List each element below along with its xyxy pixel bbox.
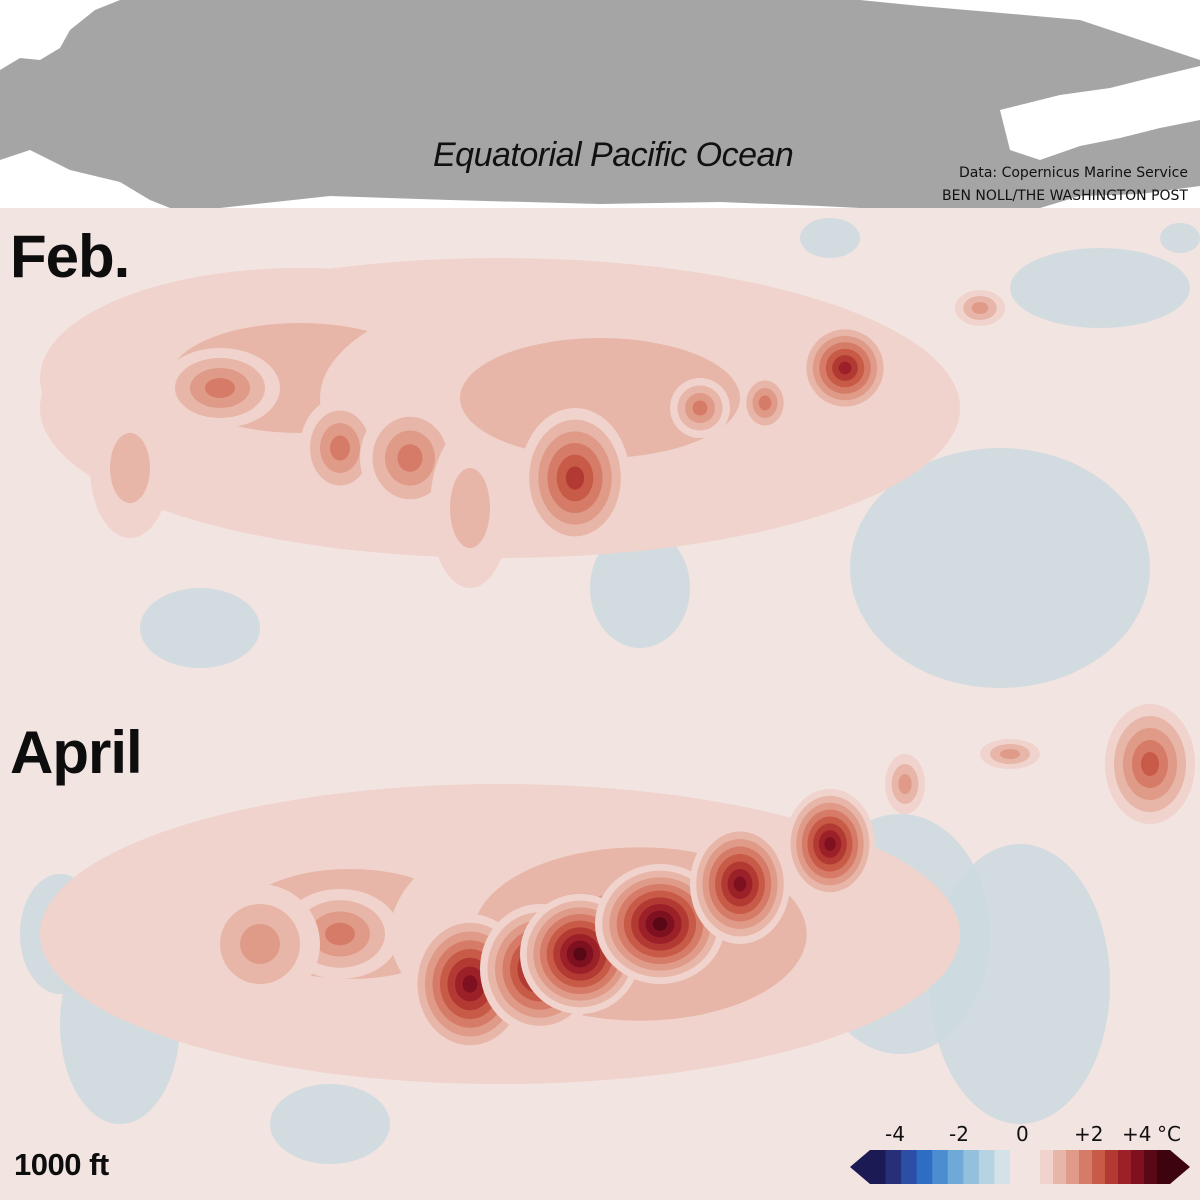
april-warm-contour bbox=[733, 876, 747, 892]
legend-tick-pos4: +4 bbox=[1122, 1122, 1152, 1146]
feb-cool-anomaly-region bbox=[1010, 248, 1190, 328]
legend-swatch-positive bbox=[1079, 1150, 1093, 1184]
feb-cool-anomaly-region bbox=[590, 528, 690, 648]
feb-warm-contour bbox=[971, 302, 989, 314]
april-heatmap-panel bbox=[0, 704, 1200, 1200]
feb-warm-contour bbox=[565, 466, 585, 490]
legend-swatch-negative bbox=[994, 1150, 1011, 1184]
feb-warm-contour bbox=[205, 378, 235, 398]
feb-warm-contour bbox=[758, 395, 772, 411]
legend-tick-neg2: -2 bbox=[949, 1122, 969, 1146]
legend-swatch-negative bbox=[870, 1150, 887, 1184]
legend-swatch-negative bbox=[901, 1150, 918, 1184]
map-sea-southeast bbox=[1040, 186, 1200, 208]
legend-unit: °C bbox=[1157, 1122, 1181, 1146]
feb-warm-contour bbox=[460, 338, 740, 458]
feb-heatmap-panel bbox=[0, 208, 1200, 704]
legend-swatch-positive bbox=[1092, 1150, 1106, 1184]
legend-low-arrow bbox=[850, 1150, 870, 1184]
legend-swatch-negative bbox=[885, 1150, 902, 1184]
legend-swatch-positive bbox=[1053, 1150, 1067, 1184]
legend-swatch-negative bbox=[947, 1150, 964, 1184]
legend-tick-pos2: +2 bbox=[1074, 1122, 1104, 1146]
april-warm-contour bbox=[898, 774, 912, 794]
feb-cool-anomaly-region bbox=[850, 448, 1150, 688]
legend-swatch-negative bbox=[932, 1150, 949, 1184]
map-sea-southwest bbox=[0, 150, 170, 208]
april-cool-anomaly-region bbox=[270, 1084, 390, 1164]
april-warm-contour bbox=[1141, 752, 1159, 776]
map-band bbox=[0, 0, 1200, 208]
feb-warm-contour bbox=[838, 361, 852, 375]
april-warm-contour bbox=[325, 922, 355, 946]
feb-warm-contour bbox=[692, 400, 708, 416]
map-sea-east-coast bbox=[1000, 66, 1200, 160]
legend-swatch-positive bbox=[1157, 1150, 1171, 1184]
feb-panel-label: Feb. bbox=[10, 223, 130, 290]
author-credit: BEN NOLL/THE WASHINGTON POST bbox=[942, 188, 1188, 204]
april-warm-contour bbox=[462, 975, 478, 993]
legend-tick-zero: 0 bbox=[1016, 1122, 1029, 1146]
legend-swatch-positive bbox=[1131, 1150, 1145, 1184]
legend-swatch-positive bbox=[1066, 1150, 1080, 1184]
april-warm-contour bbox=[573, 947, 587, 961]
legend-swatch-negative bbox=[978, 1150, 995, 1184]
feb-cool-anomaly-region bbox=[1160, 223, 1200, 253]
map-sea-south-middle bbox=[220, 196, 860, 208]
april-cool-anomaly-region bbox=[930, 844, 1110, 1124]
data-source-credit: Data: Copernicus Marine Service bbox=[958, 165, 1188, 181]
legend-swatch-negative bbox=[963, 1150, 980, 1184]
feb-warm-contour bbox=[330, 435, 350, 461]
feb-warm-contour bbox=[110, 433, 150, 503]
feb-cool-anomaly-region bbox=[800, 218, 860, 258]
color-legend bbox=[850, 1150, 1190, 1184]
legend-swatch-positive bbox=[1144, 1150, 1158, 1184]
legend-swatch-positive bbox=[1040, 1150, 1054, 1184]
april-warm-contour bbox=[824, 837, 836, 851]
feb-cool-anomaly-region bbox=[140, 588, 260, 668]
feb-warm-contour bbox=[397, 444, 423, 472]
legend-swatch-positive bbox=[1105, 1150, 1119, 1184]
map-sea-northwest bbox=[0, 0, 120, 70]
april-warm-contour bbox=[1000, 749, 1020, 759]
region-title: Equatorial Pacific Ocean bbox=[433, 136, 794, 174]
april-panel-label: April bbox=[10, 719, 143, 786]
map-sea-northeast bbox=[860, 0, 1200, 60]
april-warm-contour bbox=[240, 924, 280, 964]
feb-warm-contour bbox=[450, 468, 490, 548]
legend-high-arrow bbox=[1170, 1150, 1190, 1184]
legend-swatch-positive bbox=[1118, 1150, 1132, 1184]
legend-swatch-neutral bbox=[1010, 1150, 1040, 1184]
legend-tick-neg4: -4 bbox=[885, 1122, 905, 1146]
map-land bbox=[0, 0, 1200, 208]
depth-label: 1000 ft bbox=[14, 1147, 109, 1182]
legend-swatch-negative bbox=[916, 1150, 933, 1184]
april-warm-contour bbox=[652, 917, 668, 931]
